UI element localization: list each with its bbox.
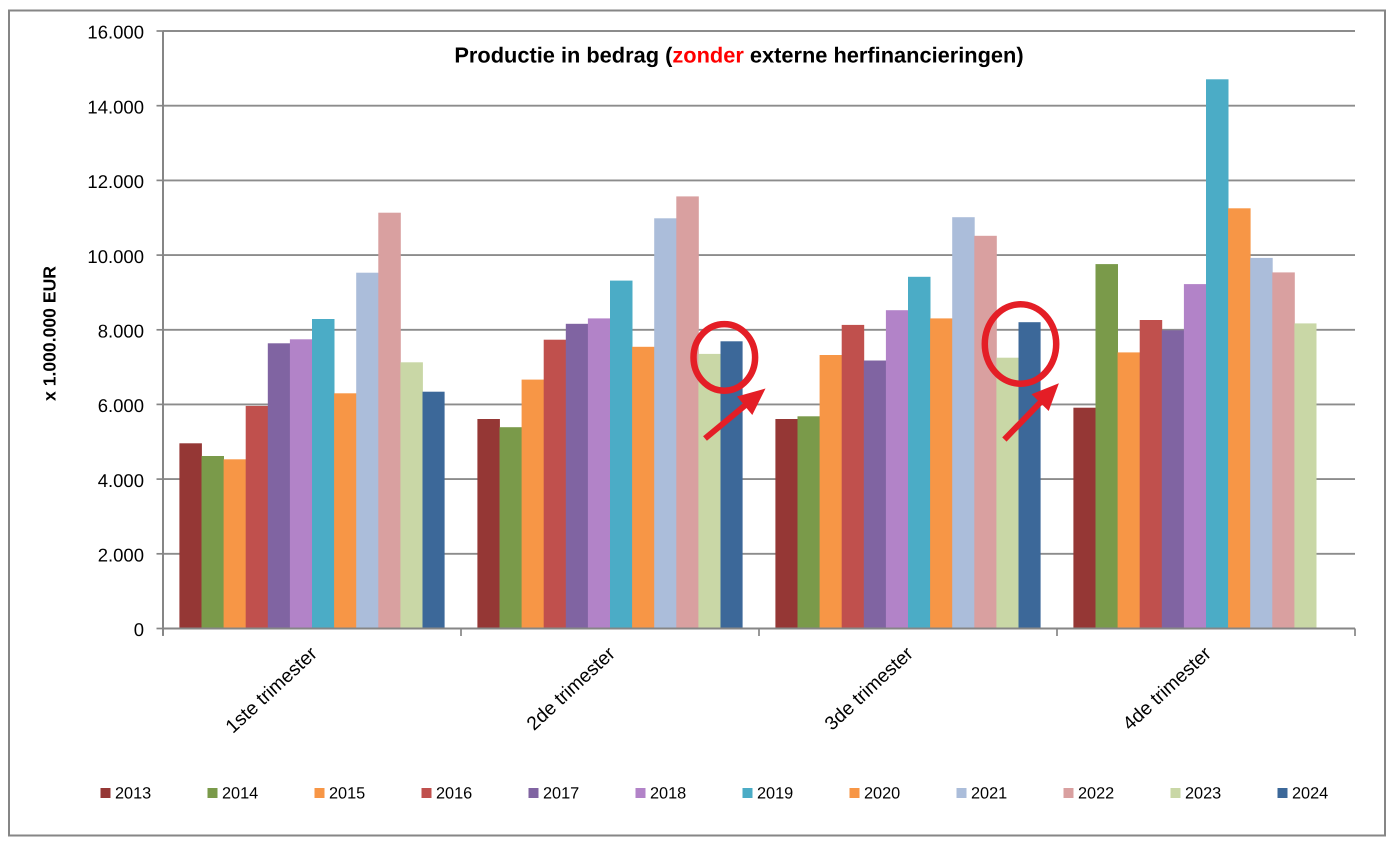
svg-text:2016: 2016 xyxy=(436,784,472,802)
svg-text:2021: 2021 xyxy=(971,784,1007,802)
svg-text:2018: 2018 xyxy=(650,784,686,802)
svg-text:2014: 2014 xyxy=(222,784,258,802)
svg-text:16.000: 16.000 xyxy=(87,22,144,43)
svg-text:2023: 2023 xyxy=(1185,784,1221,802)
svg-text:12.000: 12.000 xyxy=(87,171,144,192)
svg-text:2022: 2022 xyxy=(1078,784,1114,802)
svg-text:2015: 2015 xyxy=(329,784,365,802)
svg-text:0: 0 xyxy=(134,619,144,640)
svg-text:2.000: 2.000 xyxy=(98,545,144,566)
svg-text:8.000: 8.000 xyxy=(98,320,144,341)
svg-text:14.000: 14.000 xyxy=(87,96,144,117)
svg-text:2020: 2020 xyxy=(864,784,900,802)
svg-text:10.000: 10.000 xyxy=(87,246,144,267)
svg-text:2019: 2019 xyxy=(757,784,793,802)
svg-text:4.000: 4.000 xyxy=(98,470,144,491)
svg-text:2017: 2017 xyxy=(543,784,579,802)
svg-text:6.000: 6.000 xyxy=(98,395,144,416)
svg-text:Productie in bedrag (zonder ex: Productie in bedrag (zonder externe herf… xyxy=(454,42,1023,67)
svg-text:2013: 2013 xyxy=(115,784,151,802)
svg-text:x 1.000.000 EUR: x 1.000.000 EUR xyxy=(39,266,59,401)
svg-text:2024: 2024 xyxy=(1292,784,1328,802)
